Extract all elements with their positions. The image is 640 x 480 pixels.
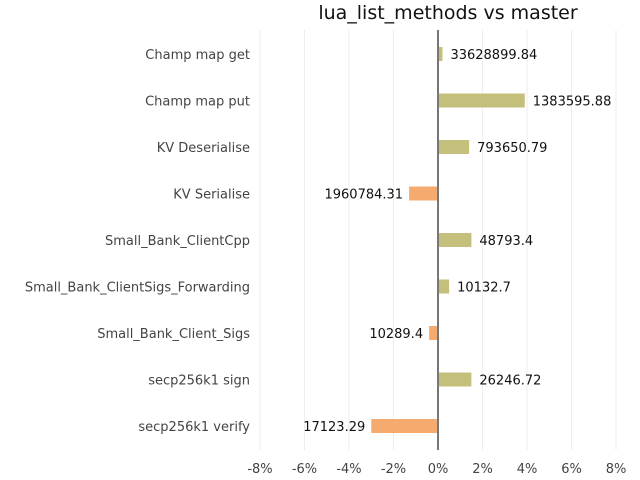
x-tick-label: 8% xyxy=(606,462,627,477)
value-labels: 33628899.84 1383595.88 793650.79 1960784.31… xyxy=(303,48,611,435)
category-label: Small_Bank_Client_Sigs xyxy=(97,327,250,342)
x-tick-label: -6% xyxy=(292,462,317,477)
data-label: 26246.72 xyxy=(479,374,541,389)
x-tick-label: 6% xyxy=(561,462,582,477)
category-label: Small_Bank_ClientCpp xyxy=(105,234,250,249)
data-label: 33628899.84 xyxy=(450,48,537,63)
category-label: Champ map get xyxy=(145,48,250,63)
x-tick-label: 2% xyxy=(472,462,493,477)
chart-title: lua_list_methods vs master xyxy=(318,2,578,24)
data-label: 48793.4 xyxy=(479,234,533,249)
category-label: secp256k1 verify xyxy=(138,420,250,435)
category-labels: Champ map get Champ map put KV Deserialise… xyxy=(25,48,250,435)
bar xyxy=(438,93,525,108)
category-label: KV Serialise xyxy=(173,188,250,203)
x-tick-label: 4% xyxy=(517,462,538,477)
data-label: 10132.7 xyxy=(457,281,511,296)
bar xyxy=(371,419,438,433)
category-label: Small_Bank_ClientSigs_Forwarding xyxy=(25,281,250,296)
x-tick-label: -8% xyxy=(247,462,272,477)
category-label: secp256k1 sign xyxy=(148,374,250,389)
bars xyxy=(371,47,525,433)
bar xyxy=(429,326,438,340)
x-tick-label: 0% xyxy=(428,462,449,477)
x-tick-label: -4% xyxy=(336,462,361,477)
bar xyxy=(438,140,470,154)
data-label: 10289.4 xyxy=(369,327,423,342)
category-label: Champ map put xyxy=(145,95,250,110)
data-label: 1383595.88 xyxy=(533,95,612,110)
category-label: KV Deserialise xyxy=(157,141,250,156)
data-label: 17123.29 xyxy=(303,420,365,435)
bar xyxy=(438,233,472,247)
data-label: 1960784.31 xyxy=(324,188,403,203)
bar xyxy=(438,372,472,387)
bar xyxy=(438,47,443,61)
x-tick-label: -2% xyxy=(381,462,406,477)
bar xyxy=(438,279,450,294)
x-tick-labels: -8% -6% -4% -2% 0% 2% 4% 6% 8% xyxy=(247,462,626,477)
bar xyxy=(409,186,438,201)
data-label: 793650.79 xyxy=(477,141,547,156)
